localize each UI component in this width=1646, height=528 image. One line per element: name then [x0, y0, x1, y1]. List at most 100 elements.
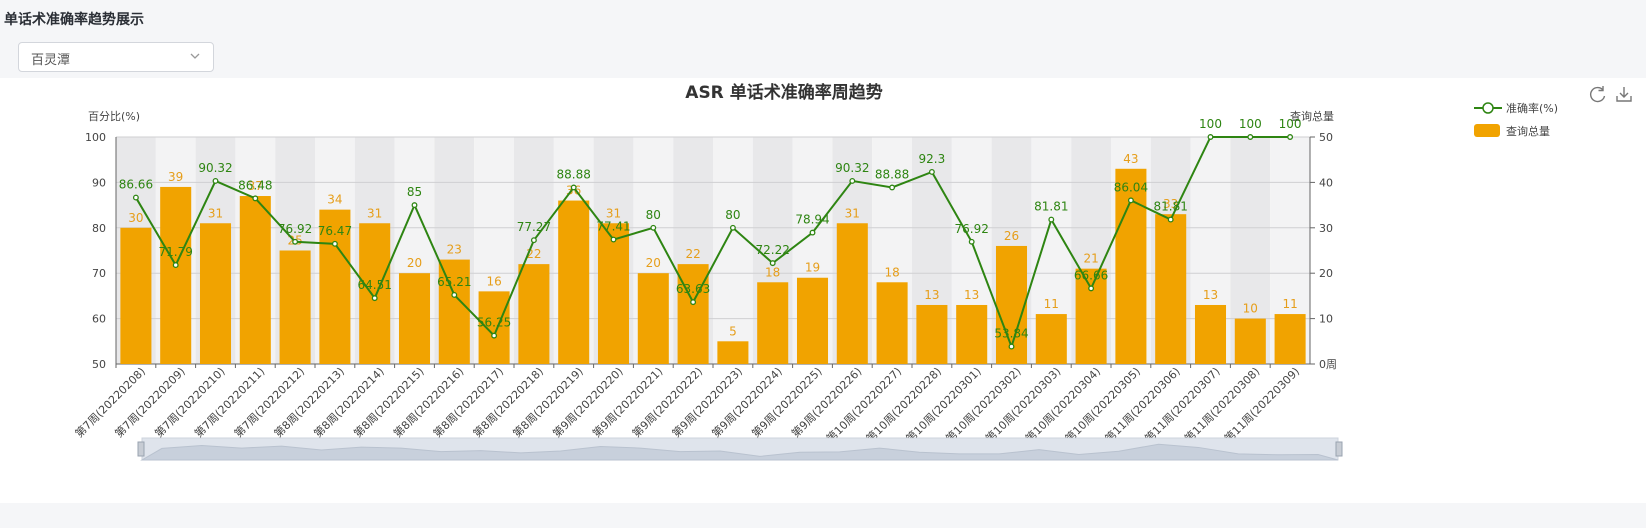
- line-point: [769, 260, 776, 267]
- bar-data-label: 11: [1044, 297, 1059, 311]
- line-point: [570, 184, 577, 191]
- line-data-label: 72.22: [756, 243, 790, 257]
- legend-bar-marker: [1474, 124, 1500, 137]
- line-point: [530, 237, 537, 244]
- source-select[interactable]: 百灵潭: [18, 42, 214, 72]
- bar: [876, 282, 908, 364]
- bar: [1234, 318, 1266, 364]
- line-data-label: 78.94: [795, 213, 829, 227]
- line-point: [928, 169, 935, 175]
- y-left-axis-label: 百分比(%): [88, 110, 140, 123]
- line-data-label: 56.25: [477, 316, 511, 330]
- line-point: [132, 194, 139, 201]
- line-data-label: 92.3: [919, 152, 946, 166]
- x-tick-label: 第9周(20220221): [589, 364, 665, 440]
- x-tick-label: 第8周(20220215): [351, 364, 427, 440]
- y-right-axis-label: 查询总量: [1290, 109, 1334, 123]
- x-tick-label: 第7周(20220209): [112, 364, 188, 440]
- line-data-label: 53.84: [994, 327, 1028, 341]
- x-tick-label: 第8周(20220218): [470, 364, 546, 440]
- x-tick-label: 第11周(20220308): [1181, 364, 1262, 445]
- x-tick-label: 第8周(20220219): [510, 364, 586, 440]
- bar-data-label: 31: [845, 206, 860, 220]
- line-point: [491, 332, 498, 339]
- bar: [1035, 314, 1067, 364]
- line-data-label: 77.41: [596, 220, 630, 234]
- line-data-label: 63.63: [676, 282, 710, 296]
- line-data-label: 86.04: [1114, 180, 1148, 194]
- bar-data-label: 10: [1243, 302, 1258, 316]
- line-point: [331, 240, 338, 247]
- line-point: [411, 202, 418, 209]
- bar-data-label: 18: [884, 265, 899, 279]
- line-data-label: 81.81: [1034, 200, 1068, 214]
- x-tick-label: 第9周(20220224): [709, 364, 785, 440]
- bar: [239, 196, 271, 364]
- bar: [717, 341, 749, 364]
- bar: [597, 223, 630, 364]
- bar: [398, 273, 431, 364]
- accuracy-line: [135, 136, 1291, 350]
- line-data-label: 90.32: [198, 161, 232, 175]
- x-tick-label: 第9周(20220223): [669, 364, 745, 440]
- refresh-icon[interactable]: [1588, 84, 1608, 104]
- x-tick-label: 第9周(20220225): [749, 364, 825, 440]
- datazoom-right-handle[interactable]: [1335, 441, 1343, 457]
- line-point: [212, 177, 219, 184]
- line-point: [610, 236, 617, 243]
- line-point: [371, 295, 378, 302]
- page-title: 单话术准确率趋势展示: [4, 12, 144, 28]
- download-icon[interactable]: [1614, 84, 1634, 104]
- datazoom-left-handle[interactable]: [137, 441, 145, 457]
- line-data-label: 76.92: [278, 222, 312, 236]
- bar: [438, 259, 470, 364]
- bar-data-label: 13: [1203, 288, 1218, 302]
- x-tick-label: 第7周(20220211): [191, 364, 267, 440]
- bar: [558, 200, 590, 364]
- x-tick-label: 第10周(20220303): [982, 364, 1063, 445]
- y-right-tick-label: 30: [1319, 222, 1333, 235]
- bar: [836, 223, 868, 364]
- x-tick-label: 第10周(20220227): [823, 364, 904, 445]
- x-tick-label: 第9周(20220222): [629, 364, 705, 440]
- y-left-tick-label: 90: [92, 176, 106, 189]
- x-tick-label: 第7周(20220212): [231, 364, 307, 440]
- bar-data-label: 26: [1004, 229, 1019, 243]
- x-tick-label: 第10周(20220301): [903, 364, 984, 445]
- bar: [677, 264, 709, 364]
- bar-data-label: 22: [685, 247, 700, 261]
- x-tick-label: 第10周(20220228): [863, 364, 944, 445]
- line-point: [252, 195, 259, 202]
- x-tick-label: 第10周(20220302): [943, 364, 1024, 445]
- line-point: [849, 177, 856, 184]
- line-data-label: 86.48: [238, 178, 272, 192]
- bar-data-label: 31: [208, 206, 223, 220]
- line-point: [1207, 134, 1214, 140]
- line-point: [1088, 285, 1095, 292]
- bar: [1155, 214, 1187, 364]
- y-right-tick-label: 50: [1319, 131, 1333, 144]
- bar: [637, 273, 669, 364]
- x-tick-label: 第7周(20220210): [152, 364, 228, 440]
- x-tick-label: 第8周(20220213): [271, 364, 347, 440]
- bar: [916, 304, 948, 364]
- line-data-label: 80: [725, 208, 740, 222]
- line-data-label: 71.79: [159, 245, 193, 259]
- line-point: [292, 238, 299, 245]
- line-data-label: 80: [646, 208, 661, 222]
- x-tick-label: 第11周(20220306): [1102, 364, 1183, 445]
- y-left-tick-label: 50: [92, 358, 106, 371]
- line-data-label: 81.81: [1154, 200, 1188, 214]
- bar-data-label: 23: [447, 243, 462, 257]
- line-point: [690, 299, 697, 306]
- bar: [1194, 304, 1227, 364]
- x-tick-label: 第8周(20220216): [390, 364, 466, 440]
- y-left-tick-label: 60: [92, 313, 106, 326]
- line-point: [729, 224, 736, 231]
- x-tick-label: 第11周(20220307): [1142, 364, 1223, 445]
- line-data-label: 65.21: [437, 275, 471, 289]
- bar: [199, 223, 232, 364]
- line-point: [172, 262, 179, 269]
- bar: [1274, 314, 1306, 364]
